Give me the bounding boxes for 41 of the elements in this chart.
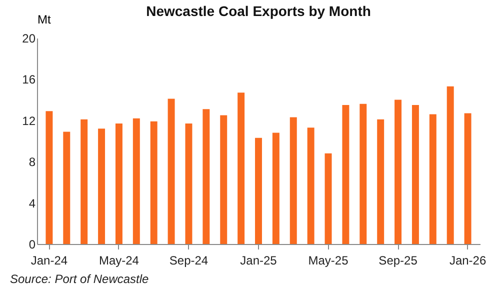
bar — [429, 114, 436, 244]
bar — [377, 119, 384, 244]
bar — [464, 113, 472, 244]
x-tick-label: Jan-24 — [30, 254, 68, 268]
bar — [220, 115, 228, 244]
x-tick-label: Jan-25 — [240, 254, 278, 268]
bar — [290, 117, 297, 244]
y-tick-label: 4 — [28, 196, 36, 210]
x-tick-label: Sep-25 — [378, 254, 418, 268]
bar — [150, 121, 158, 244]
bar — [63, 132, 70, 244]
bar — [80, 119, 88, 244]
bar — [307, 128, 314, 244]
bar — [255, 138, 262, 244]
bar — [202, 109, 210, 244]
bar — [360, 104, 367, 244]
bar — [185, 123, 192, 244]
y-tick-label: 8 — [28, 155, 36, 170]
bar — [272, 132, 280, 244]
bar — [324, 153, 332, 244]
bar — [115, 123, 122, 244]
y-tick-label: 0 — [28, 238, 36, 252]
x-tick-label: May-24 — [98, 254, 140, 268]
bar — [168, 98, 175, 244]
bar — [342, 104, 350, 244]
bar — [446, 86, 454, 244]
chart-title: Newcastle Coal Exports by Month — [146, 3, 371, 19]
bar — [394, 100, 402, 244]
x-tick-label: Jan-26 — [449, 254, 486, 268]
y-tick-label: 20 — [22, 32, 36, 46]
x-tick-label: Sep-24 — [169, 254, 208, 268]
y-tick-label: 12 — [22, 114, 36, 128]
y-axis-title: Mt — [38, 12, 52, 26]
x-tick-label: May-25 — [308, 254, 349, 268]
bar — [132, 118, 140, 244]
bar — [46, 111, 53, 244]
bar — [412, 104, 419, 244]
bar — [238, 92, 245, 244]
bar — [98, 128, 106, 244]
source-note: Source: Port of Newcastle — [10, 272, 149, 286]
y-tick-label: 16 — [22, 72, 36, 87]
